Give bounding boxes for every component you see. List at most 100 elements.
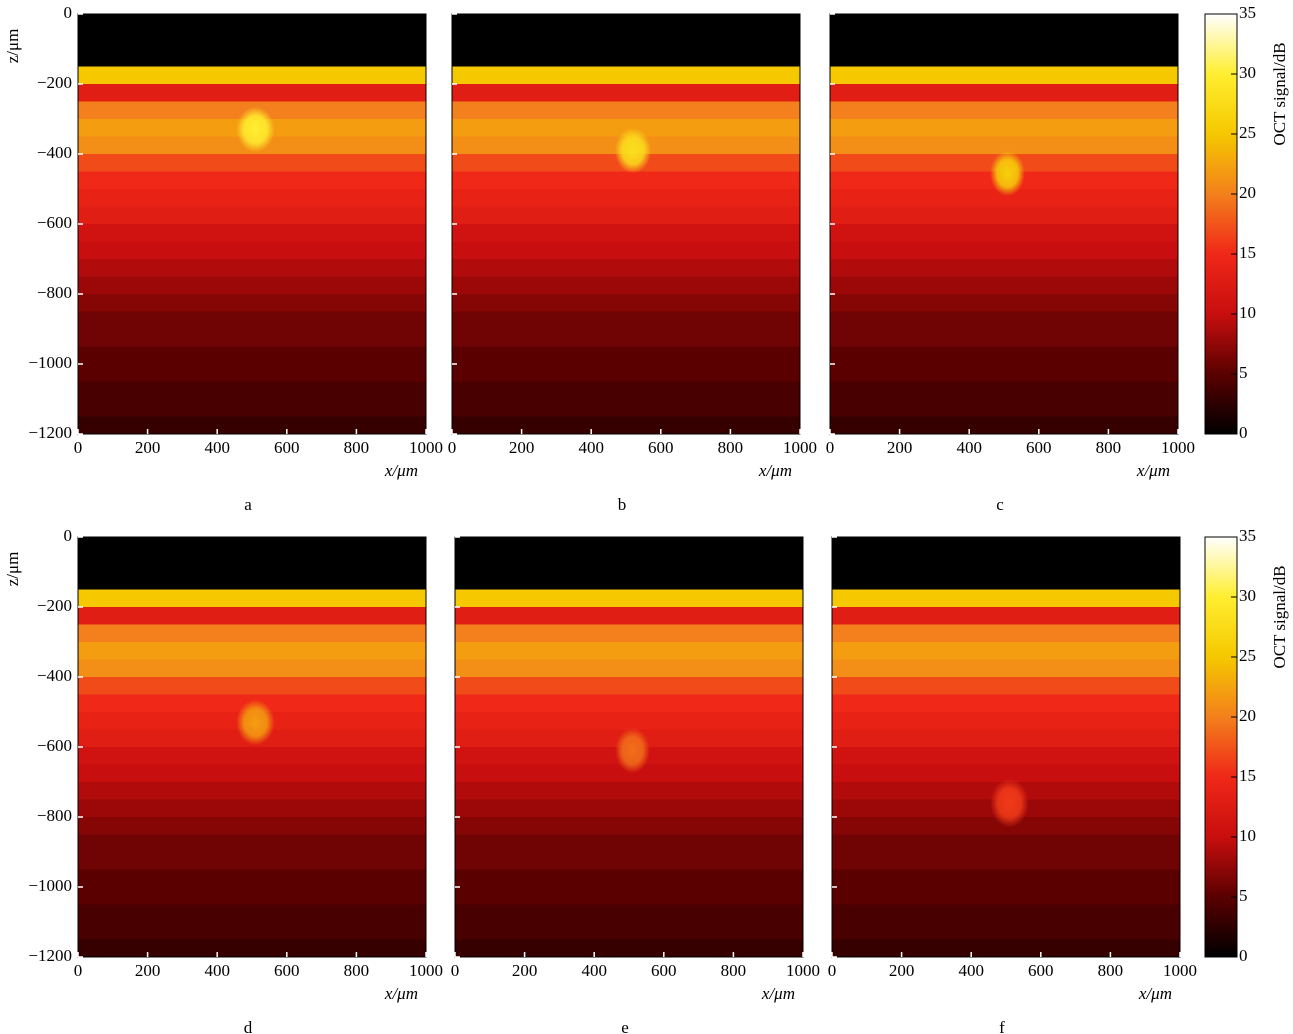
depth-band [78, 834, 426, 853]
depth-band [830, 14, 1178, 32]
panel-label: c [996, 495, 1004, 514]
x-tick-label: 400 [581, 961, 607, 980]
depth-band [452, 241, 800, 260]
x-axis-label: x/μm [1138, 984, 1172, 1003]
x-tick-label: 200 [889, 961, 915, 980]
depth-band [830, 101, 1178, 120]
colorbar-tick-label: 30 [1239, 63, 1256, 82]
depth-band [78, 171, 426, 190]
depth-band [452, 364, 800, 382]
depth-band [832, 554, 1180, 573]
y-tick-label: −400 [37, 143, 72, 162]
depth-band [830, 119, 1178, 137]
depth-band [832, 712, 1180, 730]
depth-band [78, 589, 426, 608]
depth-band [455, 712, 803, 730]
inclusion [236, 106, 275, 153]
depth-band [832, 537, 1180, 555]
colorbar-tick-label: 15 [1239, 243, 1256, 262]
depth-band [452, 329, 800, 347]
depth-band [452, 416, 800, 435]
depth-band [78, 922, 426, 940]
depth-band [78, 189, 426, 207]
depth-band [830, 329, 1178, 347]
depth-band [78, 399, 426, 417]
depth-band [455, 537, 803, 555]
panel-label: d [244, 1018, 253, 1034]
y-tick-label: −200 [37, 73, 72, 92]
depth-band [78, 659, 426, 678]
colorbar-tick-label: 10 [1239, 826, 1256, 845]
depth-band [832, 589, 1180, 608]
depth-band [452, 399, 800, 417]
x-tick-label: 1000 [1163, 961, 1197, 980]
colorbar-label: OCT signal/dB [1270, 42, 1289, 145]
depth-band [78, 572, 426, 590]
depth-band [832, 747, 1180, 765]
y-tick-label: 0 [64, 526, 73, 545]
x-axis-label: x/μm [758, 461, 792, 480]
depth-band [832, 764, 1180, 783]
depth-band [832, 642, 1180, 660]
y-tick-label: −1000 [28, 353, 72, 372]
colorbar [1204, 536, 1238, 958]
colorbar-tick-label: 5 [1239, 363, 1248, 382]
depth-band [455, 677, 803, 695]
depth-band [78, 329, 426, 347]
depth-band [78, 276, 426, 295]
depth-band [78, 939, 426, 958]
colorbar-tick-label: 0 [1239, 946, 1248, 965]
depth-band [455, 694, 803, 713]
depth-band [830, 189, 1178, 207]
depth-band [455, 939, 803, 958]
depth-band [78, 154, 426, 172]
depth-band [452, 259, 800, 277]
depth-band [832, 572, 1180, 590]
depth-band [830, 399, 1178, 417]
depth-band [832, 887, 1180, 905]
depth-band [832, 869, 1180, 888]
depth-band [455, 834, 803, 853]
colorbar-tick-label: 10 [1239, 303, 1256, 322]
depth-band [78, 764, 426, 783]
x-tick-label: 200 [135, 961, 161, 980]
x-tick-label: 1000 [1161, 438, 1195, 457]
depth-band [832, 922, 1180, 940]
depth-band [455, 799, 803, 818]
depth-band [830, 241, 1178, 260]
depth-band [78, 259, 426, 277]
depth-band [455, 607, 803, 625]
y-tick-label: −800 [37, 806, 72, 825]
x-tick-label: 400 [958, 961, 984, 980]
inclusion [236, 699, 275, 746]
depth-band [452, 224, 800, 242]
x-tick-label: 200 [135, 438, 161, 457]
depth-band [830, 84, 1178, 102]
depth-band [455, 572, 803, 590]
depth-band [78, 381, 426, 400]
x-tick-label: 800 [1096, 438, 1122, 457]
depth-band [830, 381, 1178, 400]
colorbar [1204, 13, 1238, 435]
y-tick-label: −600 [37, 736, 72, 755]
y-axis-label: z/μm [3, 552, 22, 587]
x-tick-label: 0 [826, 438, 835, 457]
depth-band [830, 416, 1178, 435]
depth-band [830, 66, 1178, 85]
depth-band [830, 311, 1178, 330]
x-tick-label: 600 [648, 438, 674, 457]
depth-band [452, 381, 800, 400]
depth-band [78, 869, 426, 888]
colorbar-tick-label: 0 [1239, 423, 1248, 442]
depth-band [455, 904, 803, 923]
depth-band [455, 869, 803, 888]
y-tick-label: −1200 [28, 423, 72, 442]
colorbar-tick-label: 25 [1239, 123, 1256, 142]
y-tick-label: −1000 [28, 876, 72, 895]
depth-band [832, 607, 1180, 625]
x-tick-label: 400 [578, 438, 604, 457]
depth-band [78, 311, 426, 330]
colorbar-tick-label: 35 [1239, 3, 1256, 22]
x-axis-label: x/μm [761, 984, 795, 1003]
depth-band [830, 49, 1178, 67]
